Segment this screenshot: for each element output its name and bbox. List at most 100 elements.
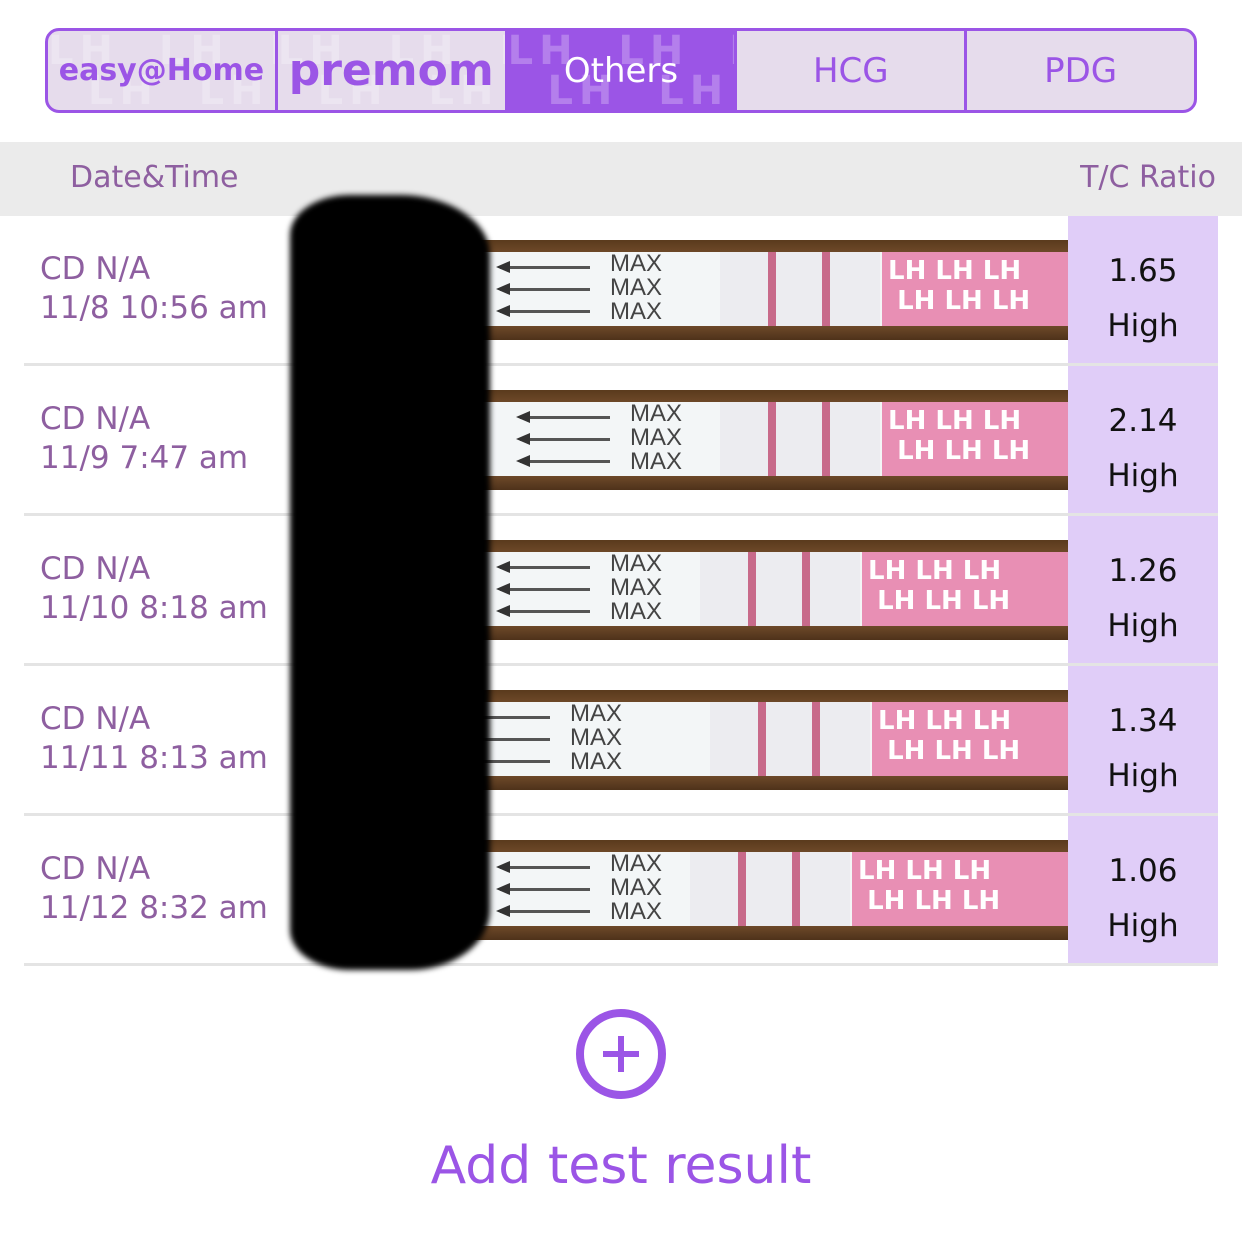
arrow-icon <box>496 883 590 895</box>
redaction-mark <box>290 195 490 970</box>
row-divider <box>24 663 1218 666</box>
ratio-level: High <box>1107 608 1179 644</box>
test-strip: MAX MAX MAX LH LH LH LH LH LH <box>480 702 1068 776</box>
ratio-level: High <box>1107 758 1179 794</box>
arrow-icon <box>496 305 590 317</box>
control-line <box>812 702 820 776</box>
result-window <box>720 402 880 476</box>
table-row[interactable]: CD N/A 11/12 8:32 am MAX MAX MAX LH LH LH L… <box>0 816 1242 966</box>
test-strip: MAX MAX MAX LH LH LH LH LH LH <box>480 852 1068 926</box>
tc-ratio-cell: 1.06 High <box>1068 816 1218 966</box>
tc-ratio-cell: 2.14 High <box>1068 366 1218 516</box>
test-strip: MAX MAX MAX LH LH LH LH LH LH <box>480 552 1068 626</box>
row-divider <box>24 363 1218 366</box>
control-line <box>822 252 830 326</box>
control-line <box>822 402 830 476</box>
table-row[interactable]: CD N/A 11/11 8:13 am MAX MAX MAX LH LH LH L… <box>0 666 1242 816</box>
test-line <box>768 252 776 326</box>
arrow-icon <box>496 905 590 917</box>
row-date: CD N/A 11/12 8:32 am <box>40 850 268 928</box>
strip-handle: LH LH LH LH LH LH <box>882 252 1068 326</box>
tc-ratio-cell: 1.34 High <box>1068 666 1218 816</box>
strip-max-label: MAX MAX MAX <box>610 252 663 325</box>
table-row[interactable]: CD N/A 11/10 8:18 am MAX MAX MAX LH LH LH L… <box>0 516 1242 666</box>
result-window <box>700 552 860 626</box>
arrow-icon <box>480 760 550 763</box>
strip-max-label: MAX MAX MAX <box>610 852 663 925</box>
test-datetime: 11/11 8:13 am <box>40 740 268 776</box>
test-strip-photo[interactable]: MAX MAX MAX LH LH LH LH LH LH <box>300 690 1068 790</box>
add-test-result-button[interactable]: Add test result <box>430 1136 812 1196</box>
ratio-level: High <box>1107 308 1179 344</box>
date-time-column-header: Date&Time <box>70 160 239 195</box>
table-header: Date&Time T/C Ratio <box>0 142 1242 216</box>
ratio-value: 1.34 <box>1108 703 1178 739</box>
table-row[interactable]: CD N/A 11/9 7:47 am MAX MAX MAX LH LH LH LH… <box>0 366 1242 516</box>
row-date: CD N/A 11/10 8:18 am <box>40 550 268 628</box>
arrow-icon <box>496 283 590 295</box>
ratio-value: 1.65 <box>1108 253 1178 289</box>
control-line <box>792 852 800 926</box>
row-divider <box>24 813 1218 816</box>
row-divider <box>24 513 1218 516</box>
strip-max-label: MAX MAX MAX <box>610 552 663 625</box>
strip-max-label: MAX MAX MAX <box>570 702 623 775</box>
test-strip: MAX MAX MAX LH LH LH LH LH LH <box>480 252 1068 326</box>
tab-label: Others <box>563 50 679 91</box>
cycle-day: CD N/A <box>40 701 151 737</box>
cycle-day: CD N/A <box>40 851 151 887</box>
tab-pdg[interactable]: PDG <box>967 31 1194 110</box>
ratio-level: High <box>1107 908 1179 944</box>
cycle-day: CD N/A <box>40 251 151 287</box>
arrow-icon <box>496 605 590 617</box>
test-datetime: 11/10 8:18 am <box>40 590 268 626</box>
arrow-icon <box>516 433 610 445</box>
row-date: CD N/A 11/9 7:47 am <box>40 400 248 478</box>
easy-at-home-logo: easy@Home <box>58 53 265 88</box>
tab-hcg[interactable]: HCG <box>737 31 968 110</box>
ratio-value: 1.26 <box>1108 553 1178 589</box>
test-line <box>748 552 756 626</box>
arrow-icon <box>496 583 590 595</box>
test-strip-photo[interactable]: MAX MAX MAX LH LH LH LH LH LH <box>300 390 1068 490</box>
premom-logo: premom <box>288 45 494 96</box>
arrow-icon <box>496 861 590 873</box>
control-line <box>802 552 810 626</box>
row-date: CD N/A 11/8 10:56 am <box>40 250 268 328</box>
strip-handle: LH LH LH LH LH LH <box>862 552 1068 626</box>
ratio-value: 2.14 <box>1108 403 1178 439</box>
row-date: CD N/A 11/11 8:13 am <box>40 700 268 778</box>
test-datetime: 11/8 10:56 am <box>40 290 268 326</box>
result-window <box>690 852 850 926</box>
tab-label: PDG <box>1044 50 1118 91</box>
test-line <box>768 402 776 476</box>
ratio-level: High <box>1107 458 1179 494</box>
cycle-day: CD N/A <box>40 401 151 437</box>
test-line <box>738 852 746 926</box>
row-divider <box>24 963 1218 966</box>
strip-handle: LH LH LH LH LH LH <box>882 402 1068 476</box>
tab-label: HCG <box>812 50 889 91</box>
ratio-value: 1.06 <box>1108 853 1178 889</box>
result-window <box>720 252 880 326</box>
arrow-icon <box>516 411 610 423</box>
tc-ratio-column-header: T/C Ratio <box>1080 160 1216 195</box>
table-row[interactable]: CD N/A 11/8 10:56 am MAX MAX MAX LH LH LH L… <box>0 216 1242 366</box>
strip-max-label: MAX MAX MAX <box>630 402 683 475</box>
test-datetime: 11/9 7:47 am <box>40 440 249 476</box>
arrow-icon <box>480 716 550 719</box>
strip-handle: LH LH LH LH LH LH <box>852 852 1068 926</box>
arrow-icon <box>496 561 590 573</box>
test-strip: MAX MAX MAX LH LH LH LH LH LH <box>480 402 1068 476</box>
plus-circle-icon[interactable] <box>576 1009 666 1099</box>
result-window <box>710 702 870 776</box>
arrow-icon <box>480 738 550 741</box>
arrow-icon <box>516 455 610 467</box>
tc-ratio-cell: 1.65 High <box>1068 216 1218 366</box>
test-datetime: 11/12 8:32 am <box>40 890 268 926</box>
test-line <box>758 702 766 776</box>
